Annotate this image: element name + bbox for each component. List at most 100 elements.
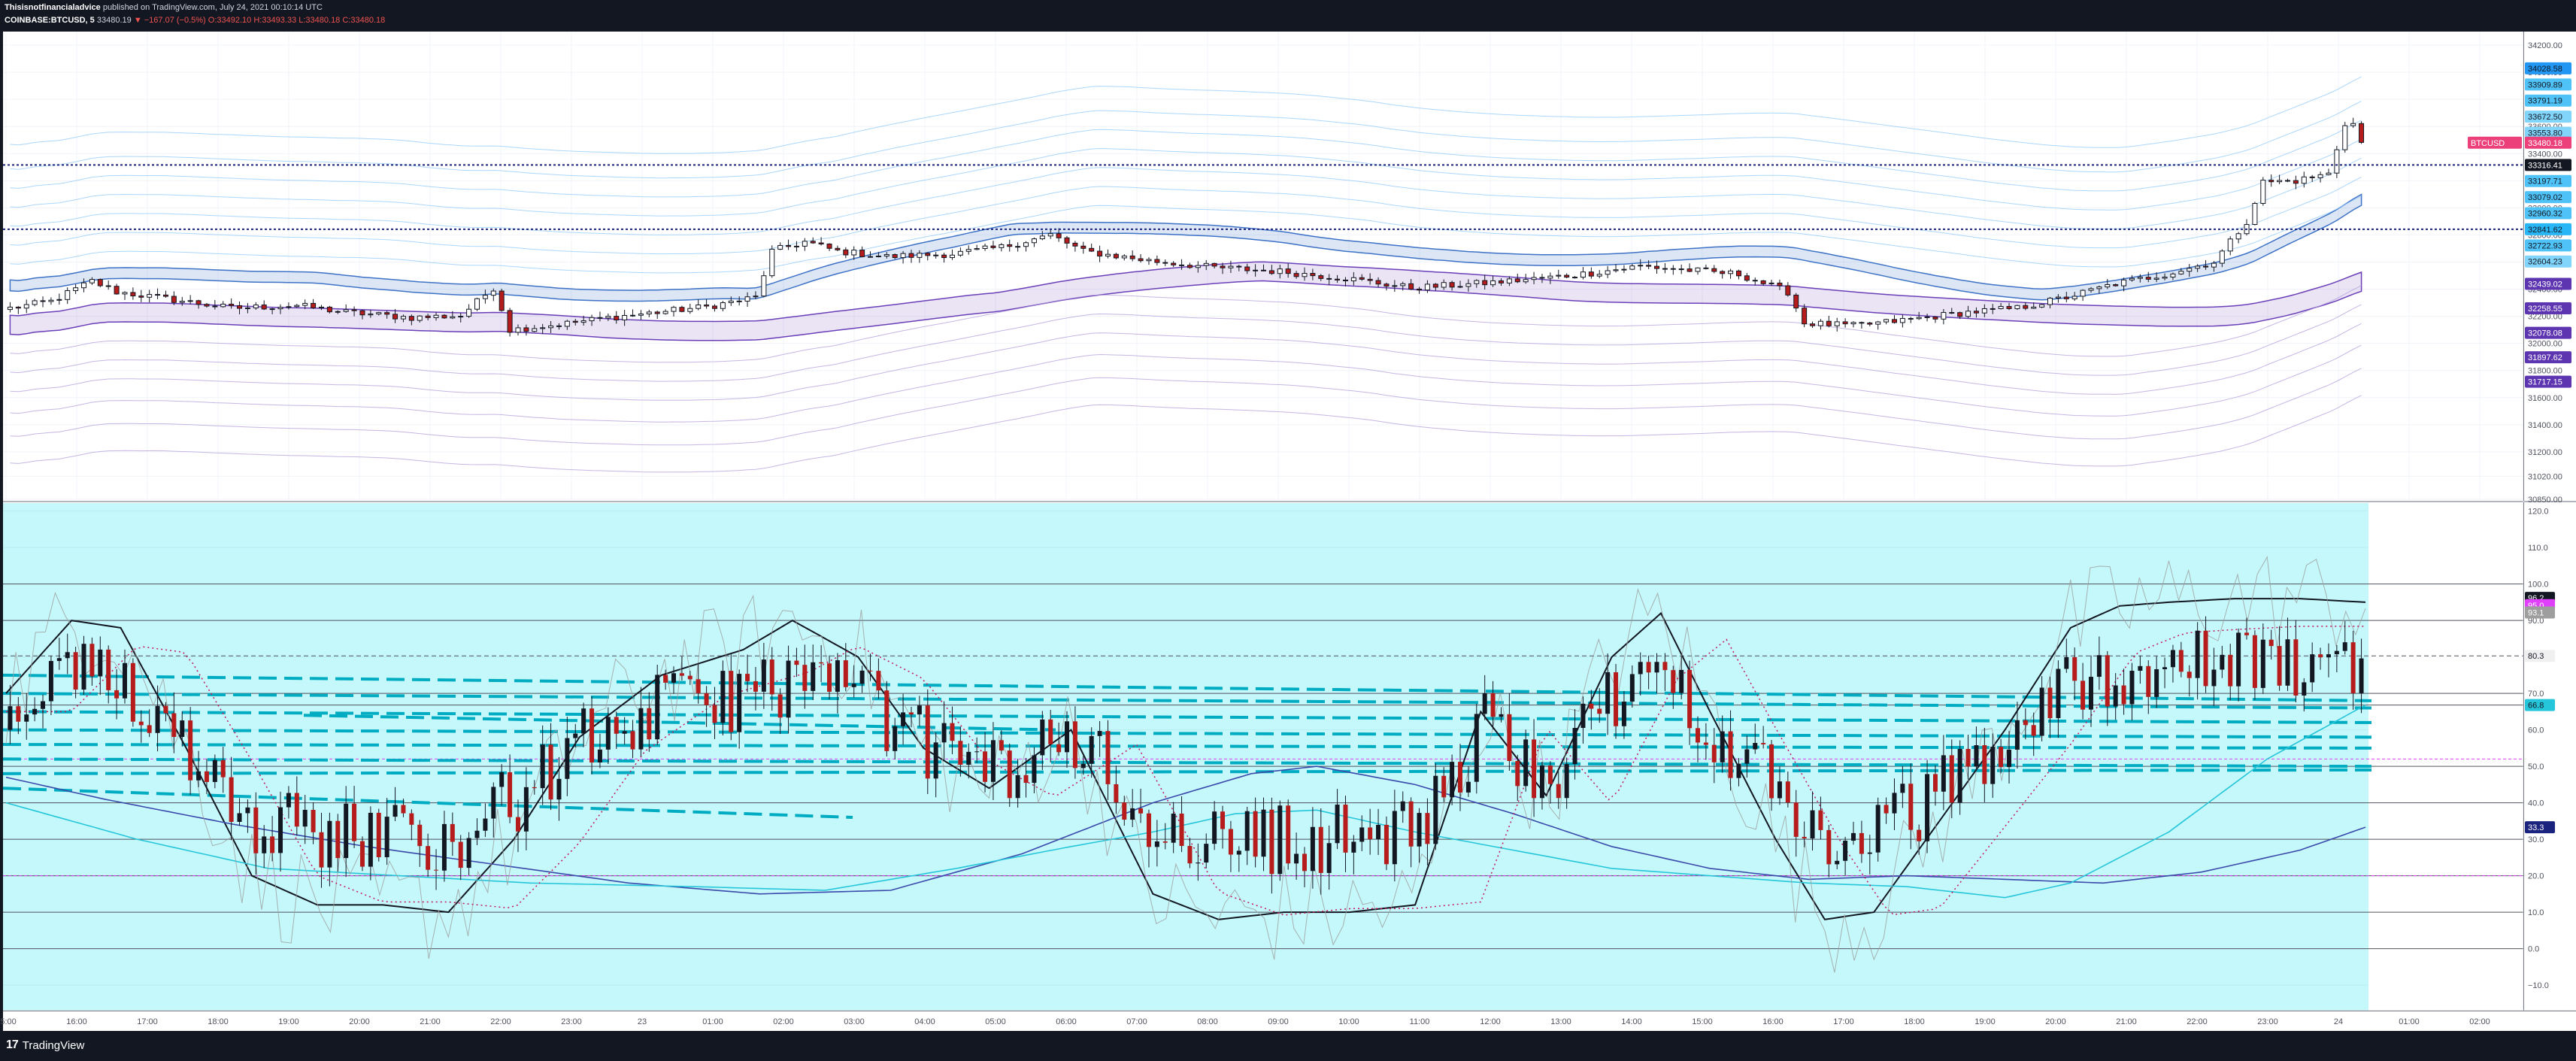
osc-candle xyxy=(1736,763,1741,778)
candles xyxy=(7,117,2365,337)
osc-candle xyxy=(1220,811,1226,829)
osc-candle xyxy=(1482,693,1487,714)
candle xyxy=(1556,274,1562,277)
osc-candle xyxy=(1547,765,1553,784)
candle xyxy=(1646,265,1652,267)
candle xyxy=(1613,269,1619,271)
osc-candle xyxy=(2359,658,2364,693)
osc-candle xyxy=(941,723,947,743)
candle xyxy=(523,327,529,332)
price-badge-label: 33553.80 xyxy=(2528,129,2562,138)
tradingview-logo[interactable]: 17 TradingView xyxy=(6,1038,84,1052)
osc-candle xyxy=(647,708,652,740)
time-axis[interactable]: 15:00 16:00 17:00 18:00 19:00 20:00 21:00 22:00… xyxy=(0,1017,2490,1026)
candle xyxy=(1760,280,1766,284)
candle xyxy=(826,243,832,249)
osc-candle xyxy=(532,787,537,789)
candle xyxy=(1490,280,1496,286)
candle xyxy=(2105,284,2111,288)
osc-candle xyxy=(950,723,955,741)
candle xyxy=(1629,265,1635,270)
osc-candle xyxy=(983,751,988,782)
price-badge-label: 33480.18 xyxy=(2528,139,2562,148)
candle xyxy=(1023,242,1029,247)
osc-candle xyxy=(729,671,734,732)
candle xyxy=(2211,262,2217,268)
osc-candle xyxy=(327,820,332,868)
time-axis-bg[interactable] xyxy=(3,1011,2576,1031)
candle xyxy=(1203,262,1209,266)
price-badge-label: 32439.02 xyxy=(2528,280,2562,290)
osc-candle xyxy=(1089,735,1094,764)
candle xyxy=(515,327,521,333)
osc-candle xyxy=(32,708,38,715)
osc-candle xyxy=(769,659,774,695)
candle xyxy=(1244,266,1250,271)
candle xyxy=(2301,176,2307,184)
candle xyxy=(1670,268,1676,270)
published-text: published on TradingView.com, July 24, 2… xyxy=(100,3,323,12)
candle xyxy=(1638,265,1644,267)
oscillator-pane[interactable] xyxy=(3,503,2368,1011)
candle xyxy=(2342,125,2348,150)
osc-candle xyxy=(1072,721,1077,768)
osc-candle xyxy=(1326,843,1332,873)
osc-series-line xyxy=(5,704,2366,899)
osc-candle xyxy=(335,820,341,859)
osc-candle xyxy=(966,751,971,765)
osc-candle xyxy=(2138,665,2143,671)
candle xyxy=(933,254,939,256)
candle xyxy=(2203,265,2209,268)
envelope-line xyxy=(10,196,2362,274)
candle xyxy=(1047,233,1053,237)
osc-axis[interactable]: 120.0110.0100.090.080.070.060.050.040.03… xyxy=(2528,508,2549,990)
osc-candle xyxy=(2170,650,2175,668)
osc-candle xyxy=(515,817,520,832)
time-tick-label: 12:00 xyxy=(1480,1017,1501,1026)
candle xyxy=(564,320,570,327)
candle xyxy=(2350,123,2356,126)
osc-candle xyxy=(1253,811,1258,857)
candle xyxy=(1220,265,1226,268)
candle xyxy=(400,316,406,320)
candle xyxy=(343,309,349,312)
candle xyxy=(2113,284,2119,286)
osc-candle xyxy=(130,662,135,722)
price-badge xyxy=(2525,136,2571,149)
osc-candle xyxy=(974,751,980,753)
candle xyxy=(589,317,595,322)
osc-candle xyxy=(278,807,283,853)
symbol-info: COINBASE:BTCUSD, 5 33480.19 ▼ −167.07 (−… xyxy=(5,16,385,25)
osc-candle xyxy=(548,744,553,800)
osc-candle xyxy=(1695,728,1700,743)
price-badge-label: 33791.19 xyxy=(2528,97,2562,106)
candle xyxy=(138,296,144,298)
osc-candle xyxy=(81,644,86,690)
time-tick-label: 01:00 xyxy=(702,1017,723,1026)
osc-candle xyxy=(1851,832,1856,841)
osc-candle xyxy=(565,738,570,779)
osc-candle xyxy=(1908,784,1914,830)
osc-dashed-line xyxy=(2,768,2372,775)
time-tick-label: 21:00 xyxy=(2116,1017,2137,1026)
osc-candle xyxy=(1368,827,1373,839)
candle xyxy=(1744,275,1750,281)
osc-candle xyxy=(1400,801,1405,811)
osc-candle xyxy=(1286,805,1291,864)
candle xyxy=(925,253,931,256)
osc-series-line xyxy=(5,765,2366,895)
last-price: 33480.19 xyxy=(96,16,132,25)
candle xyxy=(433,314,439,318)
osc-candle xyxy=(1425,813,1430,844)
time-tick-label: 02:00 xyxy=(2469,1017,2490,1026)
candle xyxy=(89,279,95,283)
candle xyxy=(2096,286,2102,290)
candle xyxy=(277,307,283,310)
candle xyxy=(851,250,857,256)
candle xyxy=(736,300,742,302)
osc-candle xyxy=(1212,811,1217,844)
candle xyxy=(802,241,808,247)
price-tick-label: 34200.00 xyxy=(2528,41,2562,50)
osc-candle xyxy=(2121,685,2126,705)
